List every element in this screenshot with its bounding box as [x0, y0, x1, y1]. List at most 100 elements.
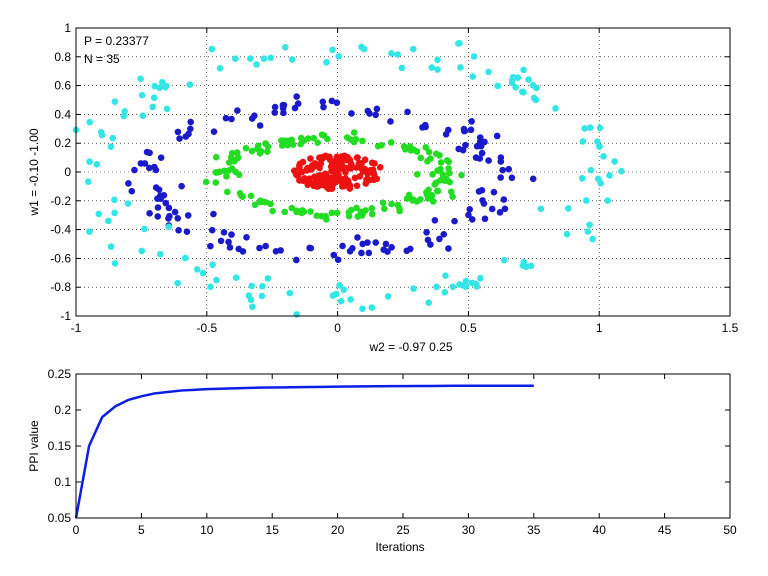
blue-point	[319, 98, 327, 106]
line-ticks: 0 5 10 15 20 25 30 35 40 45 50 0.05 0.1 0.15 0.2 0.25	[48, 367, 737, 537]
y-tick-label: 0.1	[54, 475, 71, 489]
green-point	[435, 167, 443, 174]
x-tick-label: 35	[527, 523, 541, 537]
green-point	[262, 140, 269, 147]
green-point	[359, 137, 366, 145]
green-point	[239, 193, 246, 201]
green-point	[423, 191, 431, 198]
blue-point	[465, 211, 472, 219]
cyan-point	[596, 124, 604, 132]
blue-point	[187, 118, 194, 126]
blue-point	[185, 130, 192, 138]
x-tick-label: 0.5	[460, 321, 477, 335]
blue-point	[488, 205, 496, 213]
cyan-point	[247, 55, 254, 62]
cyan-point	[193, 266, 201, 273]
cyan-point	[586, 124, 594, 131]
red-point	[317, 160, 325, 167]
blue-point	[455, 145, 462, 153]
cyan-point	[442, 272, 449, 279]
cyan-point	[340, 286, 348, 294]
cyan-point	[500, 256, 508, 264]
green-point	[242, 144, 250, 152]
green-point	[403, 195, 411, 202]
cyan-point	[86, 118, 94, 126]
blue-point	[500, 196, 508, 203]
green-point	[353, 204, 360, 212]
blue-point	[333, 99, 341, 107]
cyan-point	[158, 78, 166, 86]
blue-point	[364, 239, 371, 246]
y-tick-label: 0	[64, 165, 71, 179]
cyan-point	[456, 39, 463, 47]
cyan-point	[232, 274, 240, 281]
green-point	[223, 188, 231, 196]
x-tick-label: 50	[723, 523, 737, 537]
blue-point	[384, 248, 391, 255]
cyan-point	[398, 64, 406, 72]
cyan-point	[97, 128, 105, 136]
cyan-point	[529, 81, 537, 89]
green-point	[247, 192, 255, 200]
cyan-point	[347, 296, 354, 303]
blue-point	[358, 249, 365, 257]
blue-point	[226, 244, 234, 251]
green-point	[328, 209, 336, 217]
green-point	[388, 200, 395, 208]
green-point	[345, 212, 353, 220]
blue-point	[131, 166, 138, 174]
blue-point	[152, 184, 160, 191]
blue-point	[262, 242, 269, 250]
green-point	[278, 137, 285, 144]
y-tick-label: 0.25	[48, 367, 72, 381]
green-point	[374, 142, 382, 150]
blue-point	[365, 249, 373, 257]
cyan-point	[581, 125, 588, 132]
cyan-point	[139, 112, 147, 120]
blue-point	[291, 104, 299, 112]
cyan-point	[425, 299, 432, 307]
p-value-annotation: P = 0.23377	[84, 34, 149, 48]
cyan-point	[596, 143, 603, 150]
blue-point	[271, 103, 279, 111]
cyan-point	[162, 82, 170, 90]
blue-point	[382, 240, 390, 248]
x-tick-label: 45	[658, 523, 672, 537]
cyan-point	[434, 56, 441, 64]
green-point	[234, 154, 242, 162]
cyan-point	[163, 105, 171, 113]
blue-point	[154, 204, 162, 211]
line-plot-area	[76, 374, 730, 518]
green-point	[235, 171, 243, 179]
red-point	[304, 180, 312, 187]
cyan-point	[530, 94, 538, 102]
line-plot: 0 5 10 15 20 25 30 35 40 45 50 0.05 0.1 0.15 0.2 0.25 I…	[27, 367, 737, 554]
blue-point	[475, 188, 483, 195]
green-point	[251, 201, 259, 209]
green-point	[313, 212, 321, 219]
blue-point	[128, 187, 136, 195]
green-point	[413, 171, 421, 178]
blue-point	[445, 245, 452, 252]
green-point	[202, 178, 210, 186]
cyan-point	[165, 223, 173, 231]
green-point	[257, 197, 264, 205]
green-point	[347, 136, 355, 143]
green-point	[212, 153, 220, 161]
green-point	[227, 154, 235, 161]
green-point	[449, 193, 457, 201]
blue-point	[174, 215, 182, 222]
cyan-point	[286, 289, 294, 297]
cyan-point	[604, 197, 611, 204]
red-point	[306, 175, 313, 182]
cyan-point	[245, 292, 253, 299]
blue-point	[505, 165, 513, 173]
green-point	[429, 198, 437, 205]
y-tick-label: 0.15	[48, 439, 72, 453]
cyan-point	[494, 82, 501, 90]
green-point	[281, 208, 289, 216]
green-point	[406, 143, 414, 150]
cyan-point	[552, 105, 559, 112]
x-tick-label: -0.5	[196, 321, 217, 335]
cyan-point	[583, 197, 590, 204]
